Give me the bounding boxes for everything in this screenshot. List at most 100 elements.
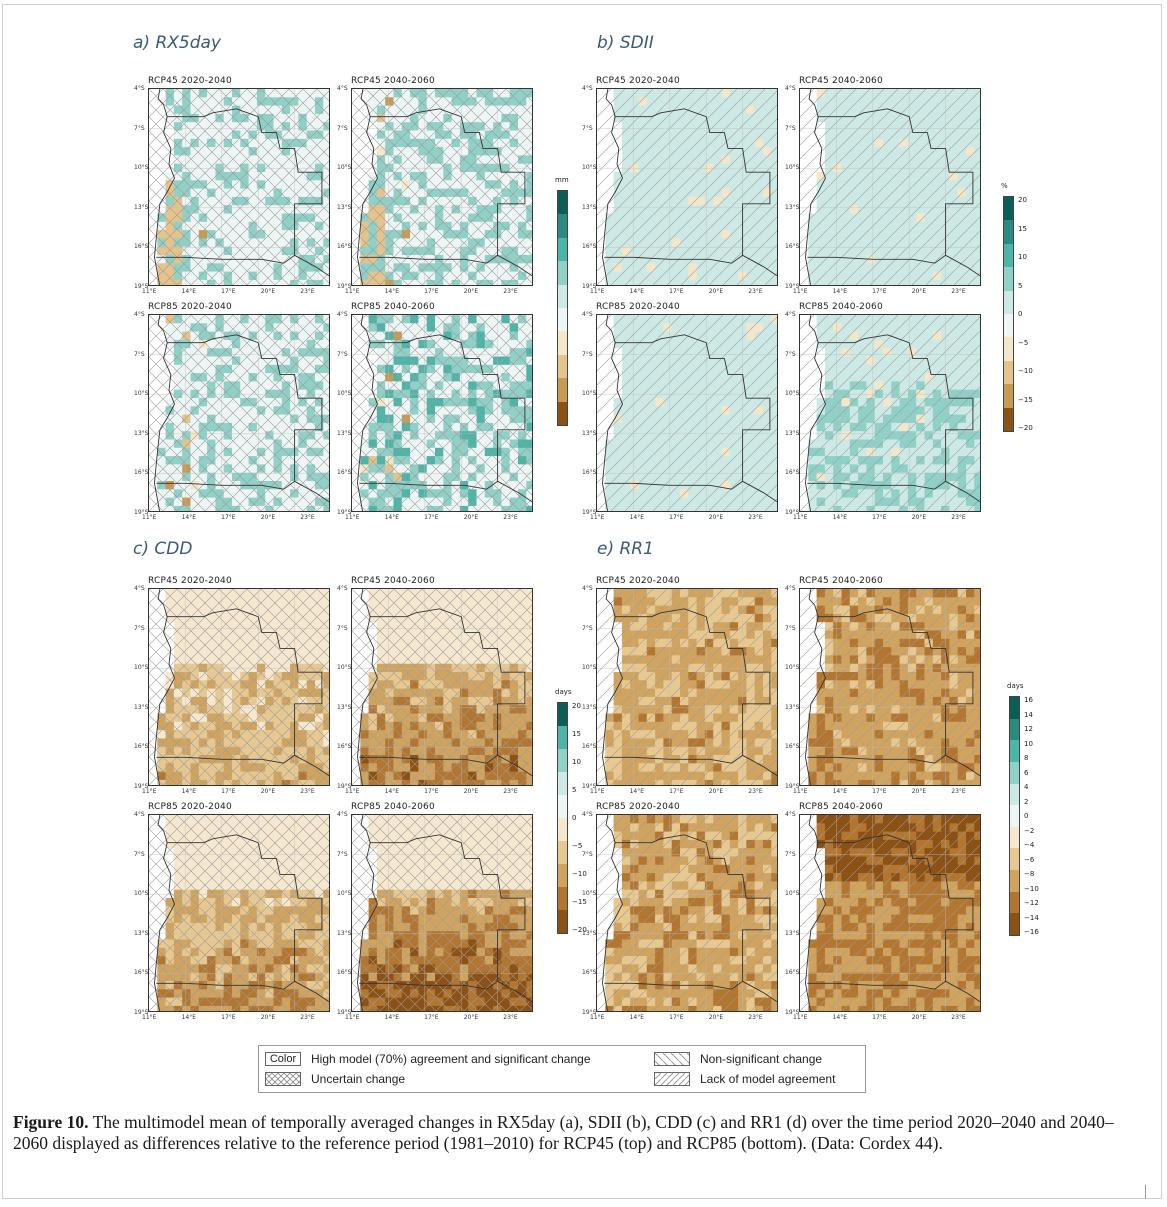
legend-slash-swatch [654,1072,690,1086]
lat-tick-label: 13°S [134,929,149,937]
lat-tick-label: 4°S [785,585,796,592]
lat-tick-label: 7°S [582,124,593,132]
lon-tick-label: 20°E [463,514,479,521]
colorbar-tick-label: 20 [572,702,581,710]
map-label: RCP45 2040-2060 [799,576,883,586]
lon-tick-label: 20°E [260,514,276,521]
lon-tick-label: 20°E [911,1014,927,1021]
lon-tick-label: 23°E [300,288,315,295]
caption-label: Figure 10. [13,1112,89,1132]
colorbar-tick-label: 10 [1024,739,1033,748]
lat-tick-label: 4°S [582,585,593,592]
lat-tick-label: 7°S [337,350,348,358]
colorbar-tick-label: 2 [1024,797,1029,806]
lat-tick-label: 13°S [582,203,597,211]
colorbar-rr1 [1009,696,1020,936]
map-cdd-1 [351,588,533,786]
lat-tick-label: 16°S [337,969,352,977]
map-sdii-3 [799,314,981,512]
lat-tick-label: 16°S [582,469,597,477]
map-sdii-0 [596,88,778,286]
lon-tick-label: 11°E [142,1014,157,1021]
map-svg [352,815,532,1011]
lat-tick-label: 7°S [582,850,593,858]
panel-title-rx5day: a) RX5day [133,33,221,53]
lat-tick-label: 13°S [582,929,597,937]
lon-tick-label: 17°E [872,788,887,795]
lat-tick-label: 10°S [785,890,800,898]
colorbar-tick-label: −14 [1024,913,1039,922]
lon-tick-label: 17°E [221,514,236,521]
lon-tick-label: 17°E [669,288,684,295]
lat-tick-label: 7°S [134,624,145,632]
colorbar-tick-label: −8 [1024,870,1035,878]
lon-tick-label: 11°E [793,514,808,521]
lat-tick-label: 19°S [785,509,800,516]
colorbar-tick-label: 12 [1024,725,1033,733]
colorbar-tick-label: −2 [1024,826,1035,835]
lat-tick-label: 4°S [582,85,593,92]
lat-tick-label: 10°S [337,664,352,672]
lat-tick-label: 16°S [134,469,149,477]
lat-tick-label: 4°S [134,85,145,92]
lon-tick-label: 14°E [832,514,847,521]
lon-tick-label: 17°E [669,514,684,521]
lat-tick-label: 10°S [582,390,597,398]
lon-tick-label: 11°E [590,514,605,521]
hatch-overlay [149,89,329,285]
lon-tick-label: 11°E [345,514,360,521]
lat-tick-label: 13°S [337,203,352,211]
lat-tick-label: 4°S [337,585,348,592]
lon-tick-label: 17°E [872,288,887,295]
colorbar-sdii [1003,196,1014,432]
lat-tick-label: 4°S [134,585,145,592]
lon-tick-label: 23°E [300,1014,315,1021]
lon-tick-label: 11°E [793,288,808,295]
hatch-overlay [800,315,980,511]
lat-tick-label: 13°S [134,429,149,437]
lat-tick-label: 19°S [134,1009,149,1016]
lon-tick-label: 14°E [629,1014,644,1021]
lat-tick-label: 10°S [337,390,352,398]
lon-tick-label: 23°E [951,288,966,295]
colorbar-tick-label: 14 [1024,710,1033,719]
map-svg [149,89,329,285]
lat-tick-label: 19°S [337,783,352,790]
lat-tick-label: 13°S [785,703,800,711]
lat-tick-label: 19°S [134,283,149,290]
map-label: RCP85 2020-2040 [596,302,680,312]
map-svg [149,815,329,1011]
lat-tick-label: 4°S [337,311,348,318]
lon-tick-label: 20°E [708,1014,724,1021]
lon-tick-label: 14°E [384,1014,399,1021]
lat-tick-label: 10°S [785,390,800,398]
legend-label-no-agreement: Lack of model agreement [700,1072,836,1086]
colorbar-unit: % [1001,182,1008,190]
lon-tick-label: 20°E [911,514,927,521]
lat-tick-label: 7°S [582,624,593,632]
lon-tick-label: 20°E [260,788,276,795]
hatch-overlay [597,589,777,785]
map-label: RCP45 2040-2060 [799,76,883,86]
lon-tick-label: 11°E [142,288,157,295]
colorbar-tick-label: 6 [1024,768,1029,777]
map-svg [800,315,980,511]
lat-tick-label: 19°S [785,1009,800,1016]
lat-tick-label: 7°S [134,124,145,132]
colorbar-tick-label: −16 [1024,928,1039,936]
panel-title-rr1: e) RR1 [597,539,654,559]
lat-tick-label: 19°S [785,783,800,790]
lat-tick-label: 10°S [134,890,149,898]
lon-tick-label: 14°E [629,788,644,795]
lon-tick-label: 20°E [463,1014,479,1021]
lat-tick-label: 7°S [337,850,348,858]
lon-tick-label: 20°E [463,788,479,795]
lat-tick-label: 7°S [134,350,145,358]
lon-tick-label: 23°E [300,514,315,521]
lon-tick-label: 23°E [748,514,763,521]
figure-frame [2,4,1162,1199]
lon-tick-label: 23°E [503,1014,518,1021]
lon-tick-label: 17°E [669,788,684,795]
lon-tick-label: 20°E [708,788,724,795]
colorbar-tick-label: −10 [1018,367,1033,375]
